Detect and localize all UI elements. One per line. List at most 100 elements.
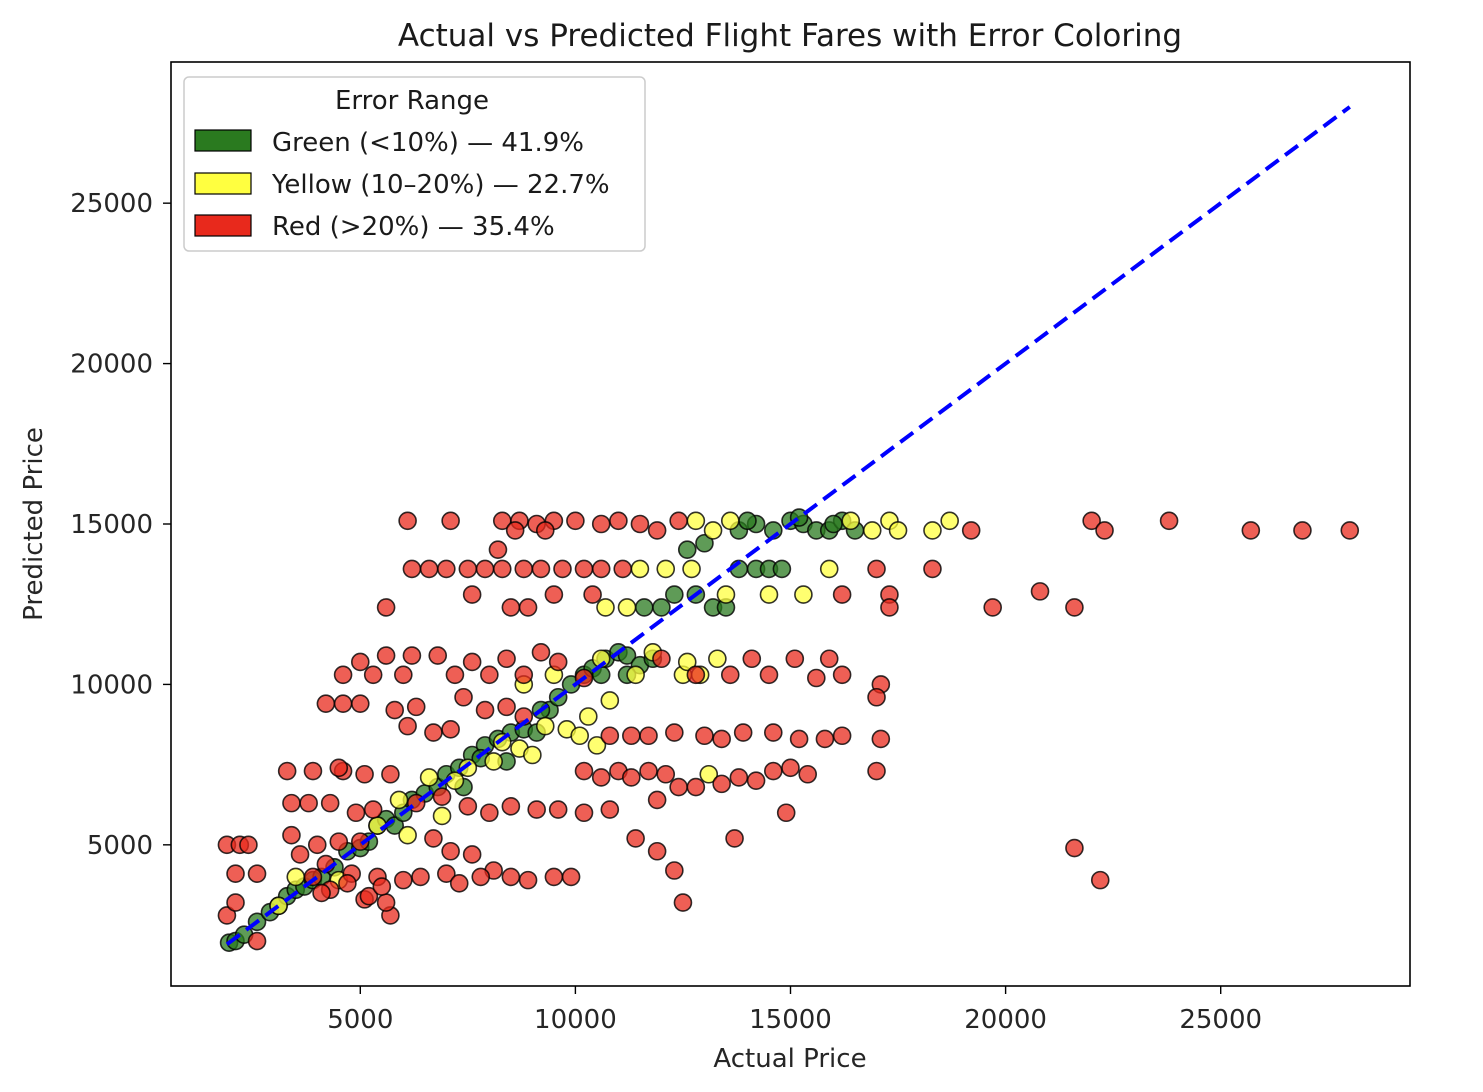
data-point xyxy=(561,867,581,887)
data-point xyxy=(1030,582,1050,601)
data-point xyxy=(548,652,568,672)
data-point xyxy=(600,691,620,710)
data-point xyxy=(389,790,409,810)
data-point xyxy=(1082,511,1101,531)
data-point xyxy=(600,800,620,819)
data-point xyxy=(819,649,839,669)
data-point xyxy=(372,877,392,896)
data-point xyxy=(888,521,908,540)
data-point xyxy=(587,736,607,755)
data-point xyxy=(376,893,396,912)
data-point xyxy=(574,761,594,781)
data-point xyxy=(867,559,886,579)
data-point xyxy=(652,598,671,617)
data-point xyxy=(441,841,460,861)
data-point xyxy=(277,761,297,781)
data-point xyxy=(350,694,370,713)
y-tick-label: 20000 xyxy=(70,350,153,380)
data-point xyxy=(497,649,516,669)
x-tick-label: 5000 xyxy=(327,1005,393,1035)
data-point xyxy=(716,585,736,604)
data-point xyxy=(832,585,852,604)
data-point xyxy=(445,665,465,685)
data-point xyxy=(647,521,667,540)
data-point xyxy=(398,716,417,736)
data-point xyxy=(359,886,379,906)
data-point xyxy=(329,758,349,778)
data-point xyxy=(669,777,688,797)
data-point xyxy=(402,559,422,579)
data-point xyxy=(738,511,757,531)
data-point xyxy=(720,665,740,685)
data-point xyxy=(492,559,512,579)
data-point xyxy=(832,726,852,746)
data-point xyxy=(682,559,701,579)
identity-reference-line xyxy=(225,105,1351,946)
data-point xyxy=(1095,521,1114,540)
data-point xyxy=(475,700,495,720)
legend-title: Error Range xyxy=(335,86,489,116)
data-point xyxy=(686,511,706,531)
points-layer xyxy=(217,508,1360,952)
data-point xyxy=(708,649,727,669)
y-tick-label: 25000 xyxy=(70,189,153,219)
data-point xyxy=(290,845,310,864)
data-point xyxy=(1159,511,1179,531)
data-point xyxy=(553,559,572,579)
data-point xyxy=(424,829,443,848)
data-point xyxy=(398,825,417,845)
data-point xyxy=(531,559,551,579)
data-point xyxy=(411,867,430,887)
data-point xyxy=(686,777,706,797)
data-point xyxy=(673,893,693,912)
x-tick-label: 25000 xyxy=(1179,1005,1262,1035)
data-point xyxy=(656,559,676,579)
data-point xyxy=(591,768,611,787)
data-point xyxy=(656,764,676,784)
data-point xyxy=(574,803,594,823)
y-tick-label: 5000 xyxy=(87,831,153,861)
data-point xyxy=(428,646,448,665)
data-point xyxy=(350,832,370,851)
data-point xyxy=(548,800,568,819)
y-tick-label: 10000 xyxy=(70,670,153,700)
data-point xyxy=(609,511,628,531)
data-point xyxy=(544,585,564,604)
data-point xyxy=(639,761,658,781)
data-point xyxy=(591,559,611,579)
data-point xyxy=(217,906,237,925)
data-point xyxy=(794,585,813,604)
data-point xyxy=(458,559,478,579)
data-point xyxy=(475,559,495,579)
data-point xyxy=(841,511,861,531)
legend-swatch-red xyxy=(194,214,252,237)
data-point xyxy=(363,665,383,685)
data-point xyxy=(282,825,301,845)
data-point xyxy=(867,761,886,781)
data-point xyxy=(712,729,731,749)
data-point xyxy=(458,797,478,816)
data-point xyxy=(394,870,413,890)
data-point xyxy=(333,665,353,685)
data-point xyxy=(441,720,460,739)
data-point xyxy=(785,649,805,669)
data-point xyxy=(488,540,508,559)
data-point xyxy=(376,598,396,617)
data-point xyxy=(454,687,473,707)
data-point xyxy=(441,511,460,531)
data-point xyxy=(338,874,357,893)
data-point xyxy=(480,665,499,685)
data-point xyxy=(518,870,538,890)
data-point xyxy=(282,793,301,813)
data-point xyxy=(1293,521,1312,540)
data-point xyxy=(591,514,611,534)
data-point xyxy=(462,585,482,604)
data-point xyxy=(523,745,542,765)
data-point xyxy=(402,646,422,665)
data-point xyxy=(316,694,336,713)
data-point xyxy=(720,511,740,531)
legend-label-yellow: Yellow (10–20%) — 22.7% xyxy=(271,170,610,200)
chart-title: Actual vs Predicted Flight Fares with Er… xyxy=(398,18,1182,54)
data-point xyxy=(462,652,482,672)
data-point xyxy=(579,707,598,726)
